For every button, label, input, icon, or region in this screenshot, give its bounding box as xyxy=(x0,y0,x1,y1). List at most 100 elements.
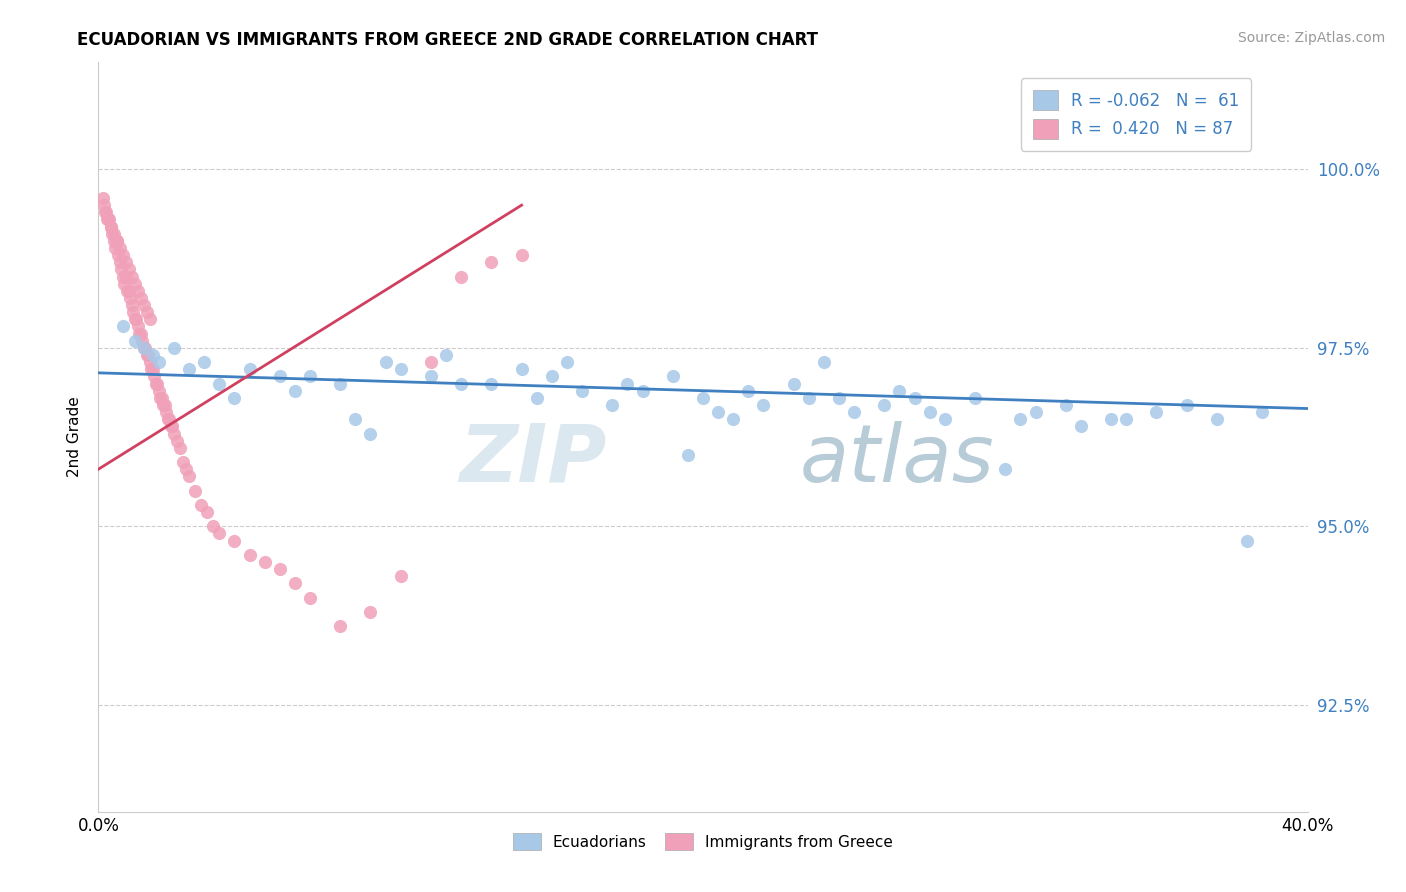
Point xyxy=(540,369,562,384)
Point xyxy=(269,369,291,384)
Point xyxy=(153,398,176,412)
Point xyxy=(94,205,117,219)
Point xyxy=(450,376,472,391)
Point xyxy=(1054,398,1077,412)
Text: atlas: atlas xyxy=(800,420,994,499)
Point xyxy=(121,269,143,284)
Point xyxy=(873,398,896,412)
Point xyxy=(143,369,166,384)
Point xyxy=(141,362,163,376)
Point xyxy=(124,277,146,291)
Text: ECUADORIAN VS IMMIGRANTS FROM GREECE 2ND GRADE CORRELATION CHART: ECUADORIAN VS IMMIGRANTS FROM GREECE 2ND… xyxy=(77,31,818,49)
Point xyxy=(118,284,141,298)
Point xyxy=(127,284,149,298)
Legend: Ecuadorians, Immigrants from Greece: Ecuadorians, Immigrants from Greece xyxy=(508,827,898,856)
Point xyxy=(481,255,503,269)
Point xyxy=(104,241,127,255)
Text: ZIP: ZIP xyxy=(458,420,606,499)
Point xyxy=(149,391,172,405)
Point xyxy=(1206,412,1229,426)
Point xyxy=(904,391,927,405)
Point xyxy=(450,269,472,284)
Point xyxy=(131,291,153,305)
Point xyxy=(752,398,775,412)
Point xyxy=(1024,405,1046,419)
Point xyxy=(269,562,291,576)
Point xyxy=(389,362,412,376)
Point xyxy=(934,412,956,426)
Point xyxy=(136,348,159,362)
Point xyxy=(179,362,201,376)
Point xyxy=(1146,405,1168,419)
Point xyxy=(253,555,276,569)
Y-axis label: 2nd Grade: 2nd Grade xyxy=(67,397,83,477)
Point xyxy=(108,241,131,255)
Point xyxy=(148,355,170,369)
Point xyxy=(132,341,155,355)
Point xyxy=(783,376,806,391)
Point xyxy=(136,305,159,319)
Point xyxy=(813,355,835,369)
Point xyxy=(169,441,191,455)
Point xyxy=(150,391,173,405)
Point xyxy=(166,434,188,448)
Point xyxy=(571,384,593,398)
Point xyxy=(115,255,138,269)
Point xyxy=(676,448,699,462)
Point xyxy=(195,505,218,519)
Point xyxy=(707,405,730,419)
Point xyxy=(202,519,225,533)
Point xyxy=(299,591,322,605)
Point xyxy=(329,376,352,391)
Point xyxy=(193,355,215,369)
Point xyxy=(329,619,352,633)
Point xyxy=(179,469,201,483)
Point xyxy=(135,348,157,362)
Point xyxy=(128,326,150,341)
Point xyxy=(616,376,638,391)
Point xyxy=(661,369,683,384)
Point xyxy=(134,341,156,355)
Point xyxy=(105,234,128,248)
Point xyxy=(284,576,307,591)
Point xyxy=(145,376,167,391)
Point xyxy=(208,526,231,541)
Point xyxy=(121,298,143,312)
Point xyxy=(107,248,129,262)
Point xyxy=(360,605,382,619)
Point xyxy=(110,262,132,277)
Point xyxy=(434,348,457,362)
Point xyxy=(239,548,262,562)
Point xyxy=(163,341,186,355)
Point xyxy=(844,405,866,419)
Point xyxy=(344,412,367,426)
Point xyxy=(118,262,141,277)
Point xyxy=(155,405,177,419)
Point xyxy=(148,384,170,398)
Point xyxy=(134,298,156,312)
Point xyxy=(174,462,197,476)
Point xyxy=(111,269,134,284)
Point xyxy=(555,355,578,369)
Point xyxy=(98,212,121,227)
Point xyxy=(692,391,714,405)
Text: Source: ZipAtlas.com: Source: ZipAtlas.com xyxy=(1237,31,1385,45)
Point xyxy=(1010,412,1032,426)
Point xyxy=(108,255,131,269)
Point xyxy=(122,305,145,319)
Point xyxy=(828,391,851,405)
Point xyxy=(114,269,136,284)
Point xyxy=(101,227,124,241)
Point xyxy=(918,405,941,419)
Point xyxy=(124,334,146,348)
Point xyxy=(111,319,134,334)
Point xyxy=(1115,412,1137,426)
Point xyxy=(1236,533,1258,548)
Point xyxy=(93,198,115,212)
Point xyxy=(994,462,1017,476)
Point xyxy=(112,248,135,262)
Point xyxy=(156,412,179,426)
Point xyxy=(389,569,412,583)
Point xyxy=(115,284,138,298)
Point xyxy=(224,391,246,405)
